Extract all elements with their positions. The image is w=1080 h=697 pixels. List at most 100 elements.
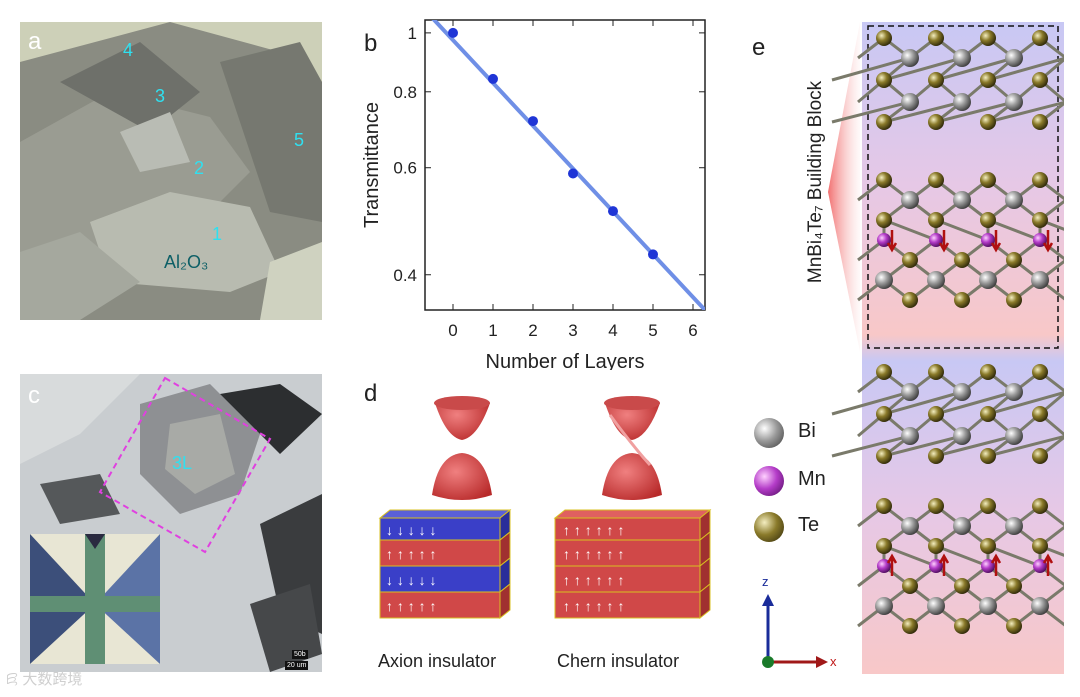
bond	[987, 100, 1064, 124]
caption-axion-insulator: Axion insulator	[378, 651, 497, 671]
bond	[935, 218, 989, 242]
te-atom	[1006, 578, 1022, 594]
crystal-structure	[828, 22, 1064, 674]
scalebar-bottom: 20 um	[285, 661, 309, 670]
x-tick-label: 6	[688, 321, 697, 340]
panel-letter-e: e	[752, 34, 766, 61]
te-atom	[876, 406, 892, 422]
te-atom	[876, 538, 892, 554]
watermark: ꗛ 大数跨境	[6, 671, 83, 688]
building-block-title: MnBi₄Te₇ Building Block	[805, 80, 826, 284]
te-atom	[928, 72, 944, 88]
te-atom	[1032, 406, 1048, 422]
te-atom	[902, 578, 918, 594]
spin-up-arrow	[1042, 553, 1054, 576]
bi-atom	[953, 93, 971, 111]
bond	[831, 56, 911, 82]
svg-text:↑ ↑ ↑ ↑ ↑: ↑ ↑ ↑ ↑ ↑	[386, 598, 437, 614]
te-atom	[980, 448, 996, 464]
region-label-2: 2	[194, 158, 205, 178]
bond	[987, 544, 1041, 568]
svg-text:↑ ↑ ↑ ↑ ↑ ↑: ↑ ↑ ↑ ↑ ↑ ↑	[563, 522, 624, 538]
bond	[1039, 218, 1064, 231]
region-label-4: 4	[123, 40, 134, 60]
bi-atom	[1005, 427, 1023, 445]
bond	[987, 391, 1064, 416]
svg-text:↑ ↑ ↑ ↑ ↑: ↑ ↑ ↑ ↑ ↑	[386, 546, 437, 562]
bond	[1039, 544, 1064, 557]
bi-atom	[953, 517, 971, 535]
panel-letter-d: d	[364, 380, 378, 407]
bi-atom	[927, 271, 945, 289]
micrograph-c-image	[20, 374, 322, 672]
region-label-1: 1	[212, 224, 223, 244]
te-atom	[1032, 114, 1048, 130]
te-atom	[954, 252, 970, 268]
te-atom	[980, 30, 996, 46]
te-atom	[980, 172, 996, 188]
building-block-wedge	[828, 22, 860, 352]
te-atom	[876, 364, 892, 380]
bi-atom	[1005, 517, 1023, 535]
bi-atom	[1005, 49, 1023, 67]
te-atom	[928, 538, 944, 554]
coordinate-axes: z x	[762, 574, 837, 669]
te-atom	[876, 72, 892, 88]
te-atom	[1032, 172, 1048, 188]
te-atom	[876, 448, 892, 464]
bi-atom	[875, 597, 893, 615]
micrograph-c	[20, 374, 322, 672]
bi-atom	[1031, 597, 1049, 615]
region-label-3: 3	[155, 86, 166, 106]
legend-mn-label: Mn	[798, 468, 826, 490]
data-point	[488, 73, 498, 84]
bi-atom	[953, 49, 971, 67]
transmittance-chart: 0 1 2 3 4 5 6 0.4 0.6 0.8 1 Number of Layers Transmi…	[361, 19, 706, 370]
te-atom	[928, 212, 944, 228]
bi-atom	[1005, 191, 1023, 209]
substrate-label: Al₂O₃	[164, 252, 209, 272]
x-tick-label: 3	[568, 321, 577, 340]
y-axis-label: Transmittance	[361, 102, 383, 228]
te-atom	[928, 30, 944, 46]
te-atom	[876, 114, 892, 130]
data-point	[568, 168, 578, 179]
bi-atom	[1031, 271, 1049, 289]
te-atom	[1032, 538, 1048, 554]
bi-atom	[927, 597, 945, 615]
caption-chern-insulator: Chern insulator	[557, 651, 680, 671]
scan-region-outline	[98, 376, 272, 554]
te-atom	[1032, 364, 1048, 380]
bond	[883, 218, 937, 242]
svg-text:↓ ↓ ↓ ↓ ↓: ↓ ↓ ↓ ↓ ↓	[386, 572, 437, 588]
svg-text:↑ ↑ ↑ ↑ ↑ ↑: ↑ ↑ ↑ ↑ ↑ ↑	[563, 572, 624, 588]
te-atom	[902, 618, 918, 634]
bi-atom	[901, 517, 919, 535]
bond	[831, 100, 911, 124]
te-atom	[980, 114, 996, 130]
te-atom	[1032, 72, 1048, 88]
svg-text:↑ ↑ ↑ ↑ ↑ ↑: ↑ ↑ ↑ ↑ ↑ ↑	[563, 546, 624, 562]
scalebar-top: 50b	[292, 650, 308, 659]
svg-text:↑ ↑ ↑ ↑ ↑ ↑: ↑ ↑ ↑ ↑ ↑ ↑	[563, 598, 624, 614]
te-atom	[1032, 30, 1048, 46]
bond	[987, 218, 1041, 242]
te-atom	[928, 172, 944, 188]
te-atom	[876, 172, 892, 188]
legend-bi-sphere	[754, 418, 784, 448]
x-axis-label: Number of Layers	[486, 351, 645, 370]
te-atom	[928, 114, 944, 130]
te-atom	[876, 498, 892, 514]
spin-up-arrow	[990, 553, 1002, 576]
te-atom	[876, 212, 892, 228]
legend-bi-label: Bi	[798, 420, 816, 442]
te-atom	[954, 292, 970, 308]
spin-down-arrow	[1042, 230, 1054, 253]
panel-letter-a: a	[28, 28, 42, 55]
spin-up-arrow	[886, 553, 898, 576]
data-point	[528, 116, 538, 127]
data-point	[608, 206, 618, 217]
plot-frame	[424, 19, 706, 311]
chern-layer-stack: ↑ ↑ ↑ ↑ ↑ ↑ ↑ ↑ ↑ ↑ ↑ ↑ ↑ ↑ ↑ ↑ ↑ ↑ ↑ ↑ …	[553, 508, 712, 620]
bond	[831, 390, 911, 416]
